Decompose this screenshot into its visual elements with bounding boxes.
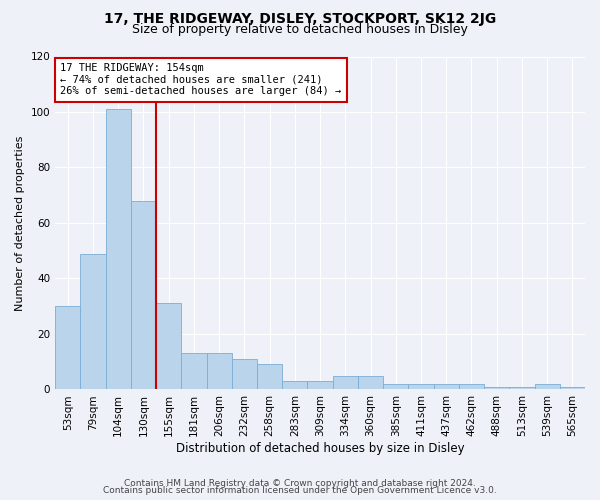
- Bar: [332, 376, 358, 390]
- Text: 17, THE RIDGEWAY, DISLEY, STOCKPORT, SK12 2JG: 17, THE RIDGEWAY, DISLEY, STOCKPORT, SK1…: [104, 12, 496, 26]
- Bar: [358, 376, 383, 390]
- Bar: [80, 254, 106, 390]
- Bar: [55, 306, 80, 390]
- Text: Size of property relative to detached houses in Disley: Size of property relative to detached ho…: [132, 22, 468, 36]
- Bar: [535, 384, 560, 390]
- Bar: [232, 359, 257, 390]
- X-axis label: Distribution of detached houses by size in Disley: Distribution of detached houses by size …: [176, 442, 464, 455]
- Bar: [181, 354, 206, 390]
- Bar: [156, 304, 181, 390]
- Bar: [434, 384, 459, 390]
- Bar: [307, 381, 332, 390]
- Bar: [509, 386, 535, 390]
- Text: Contains public sector information licensed under the Open Government Licence v3: Contains public sector information licen…: [103, 486, 497, 495]
- Y-axis label: Number of detached properties: Number of detached properties: [15, 136, 25, 310]
- Bar: [484, 386, 509, 390]
- Bar: [106, 109, 131, 390]
- Text: 17 THE RIDGEWAY: 154sqm
← 74% of detached houses are smaller (241)
26% of semi-d: 17 THE RIDGEWAY: 154sqm ← 74% of detache…: [61, 63, 342, 96]
- Bar: [409, 384, 434, 390]
- Bar: [257, 364, 282, 390]
- Text: Contains HM Land Registry data © Crown copyright and database right 2024.: Contains HM Land Registry data © Crown c…: [124, 478, 476, 488]
- Bar: [383, 384, 409, 390]
- Bar: [131, 201, 156, 390]
- Bar: [206, 354, 232, 390]
- Bar: [560, 386, 585, 390]
- Bar: [282, 381, 307, 390]
- Bar: [459, 384, 484, 390]
